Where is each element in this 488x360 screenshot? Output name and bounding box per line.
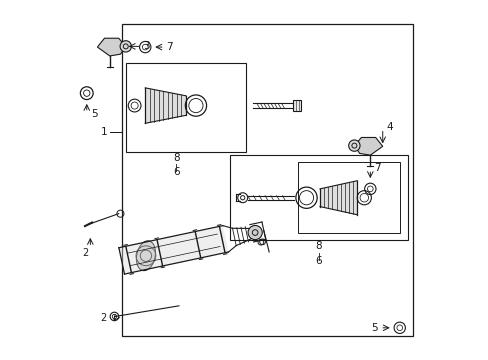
Polygon shape [181,95,185,116]
Polygon shape [119,226,228,274]
Text: 6: 6 [315,256,322,266]
Polygon shape [319,188,324,207]
Polygon shape [159,90,163,121]
Text: 2: 2 [100,313,106,323]
Text: 2: 2 [82,248,89,258]
Polygon shape [167,92,172,119]
Polygon shape [154,90,159,122]
Bar [122,24,412,336]
Polygon shape [340,184,344,212]
Circle shape [120,41,131,52]
Bar [125,63,246,152]
Text: 6: 6 [173,167,179,177]
Polygon shape [97,38,125,56]
Text: 5: 5 [370,323,377,333]
Text: 1: 1 [101,127,107,137]
Polygon shape [354,138,382,155]
Bar [297,162,400,233]
Text: 8: 8 [315,241,322,251]
Polygon shape [327,186,332,209]
Circle shape [247,225,262,240]
Polygon shape [163,91,167,120]
Text: 7: 7 [374,163,381,172]
Text: 8: 8 [173,153,179,162]
Circle shape [348,140,359,151]
Polygon shape [352,181,356,215]
Bar [230,155,407,240]
Polygon shape [149,89,154,122]
Text: 7: 7 [166,42,173,52]
Polygon shape [172,93,177,118]
Polygon shape [145,88,149,123]
Polygon shape [332,185,336,210]
Text: 4: 4 [386,122,392,132]
Polygon shape [336,184,340,211]
Text: 3: 3 [143,41,150,51]
Polygon shape [344,183,348,213]
Polygon shape [348,181,352,214]
Polygon shape [177,94,181,117]
Ellipse shape [136,241,155,271]
Polygon shape [324,187,327,208]
FancyBboxPatch shape [293,100,301,111]
Text: 5: 5 [91,109,98,120]
